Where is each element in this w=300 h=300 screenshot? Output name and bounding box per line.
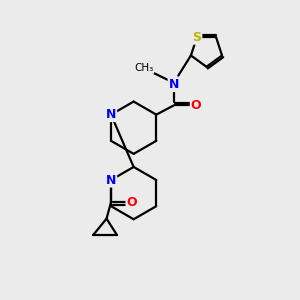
Text: O: O: [127, 196, 137, 209]
Text: N: N: [106, 108, 116, 121]
Text: S: S: [192, 31, 201, 44]
Text: N: N: [169, 78, 179, 91]
Text: O: O: [191, 99, 201, 112]
Text: CH₃: CH₃: [134, 63, 154, 73]
Text: N: N: [106, 173, 116, 187]
